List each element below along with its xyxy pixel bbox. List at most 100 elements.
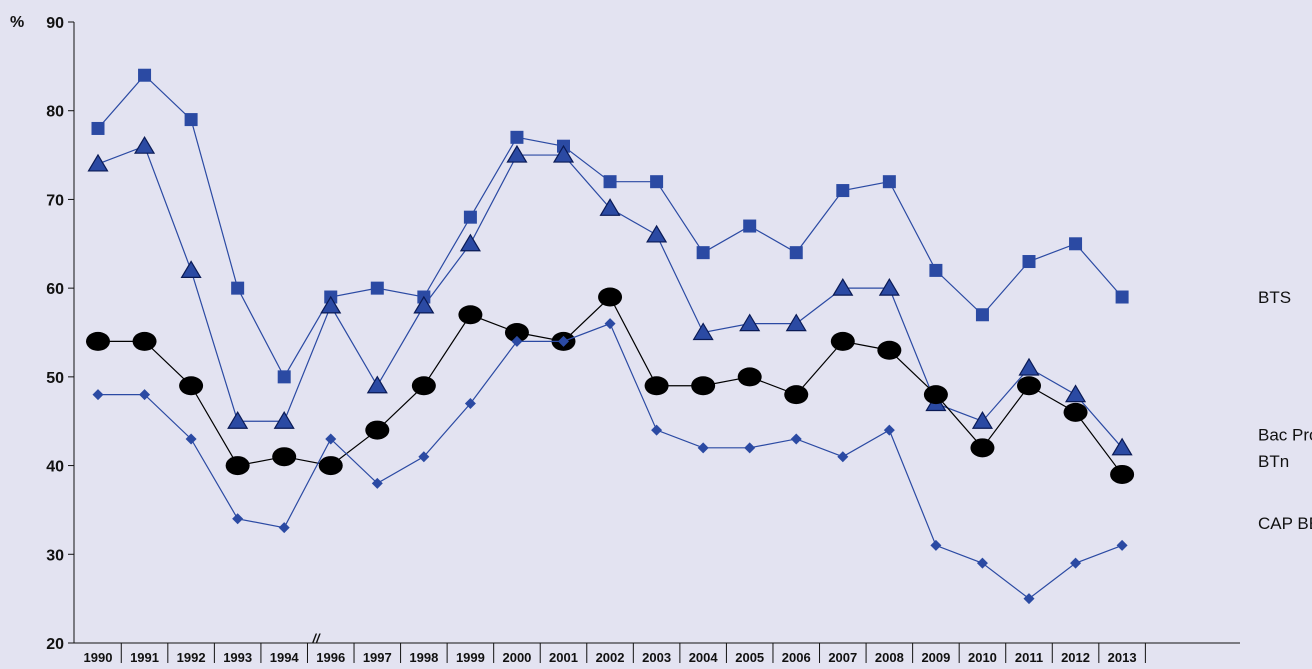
- point-cap-bep: [325, 433, 337, 445]
- x-tick-label: 2002: [596, 650, 625, 665]
- point-cap-bep: [278, 522, 290, 534]
- point-btn: [1063, 402, 1088, 422]
- point-bts: [277, 370, 291, 384]
- x-tick-label: 1998: [409, 650, 438, 665]
- point-btn: [830, 331, 855, 351]
- point-bac-pro: [413, 295, 435, 314]
- x-tick-label: 2006: [782, 650, 811, 665]
- series-bac-pro: Bac Pro: [87, 136, 1312, 456]
- point-bac-pro: [506, 144, 528, 163]
- point-bts: [975, 308, 989, 322]
- x-tick-label: 2011: [1015, 650, 1043, 665]
- point-cap-bep: [790, 433, 802, 445]
- point-bac-pro: [1064, 384, 1087, 403]
- y-tick-label: 60: [46, 281, 64, 298]
- point-cap-bep: [418, 451, 430, 463]
- point-bac-pro: [227, 411, 249, 429]
- y-tick-label: 90: [46, 15, 64, 32]
- point-btn: [272, 447, 297, 467]
- x-tick-label: 2001: [549, 650, 578, 665]
- x-tick-label: 1992: [177, 650, 206, 665]
- x-tick-label: 1997: [363, 650, 392, 665]
- series-line-cap-bep: [98, 322, 1123, 600]
- point-cap-bep: [976, 557, 988, 569]
- series-btn: BTn: [86, 287, 1289, 484]
- x-tick-label: 1999: [456, 650, 485, 665]
- x-tick-label: 2012: [1061, 650, 1090, 665]
- point-btn: [877, 340, 902, 360]
- point-bac-pro: [646, 224, 668, 243]
- point-bac-pro: [1018, 357, 1040, 376]
- point-cap-bep: [464, 397, 476, 409]
- series-label-btn: BTn: [1258, 452, 1289, 471]
- point-bts: [510, 130, 524, 144]
- y-ticks: 20 30 40 50 60 70 80 90: [46, 15, 74, 653]
- y-tick-label: 50: [46, 370, 64, 387]
- point-bac-pro: [739, 313, 761, 332]
- x-tick-label: 2005: [735, 650, 764, 665]
- point-cap-bep: [558, 335, 569, 347]
- y-axis-label: %: [10, 14, 24, 31]
- point-cap-bep: [744, 442, 756, 454]
- series-line-bts: [97, 74, 1123, 379]
- point-bts: [1022, 255, 1036, 269]
- x-tick-label: 2009: [921, 650, 950, 665]
- series-cap-bep: CAP BEP: [92, 318, 1312, 605]
- point-cap-bep: [883, 424, 895, 436]
- point-bac-pro: [692, 322, 714, 341]
- point-cap-bep: [185, 433, 197, 445]
- point-bts: [184, 113, 198, 127]
- point-btn: [225, 456, 250, 476]
- point-btn: [598, 287, 623, 307]
- point-cap-bep: [1070, 557, 1082, 569]
- point-bts: [138, 68, 152, 82]
- point-bac-pro: [320, 295, 342, 314]
- series-label-bts: BTS: [1258, 288, 1291, 307]
- y-tick-label: 30: [46, 547, 64, 564]
- y-tick-label: 70: [46, 192, 64, 209]
- x-tick-label: 2004: [689, 650, 719, 665]
- point-btn: [784, 385, 809, 405]
- point-cap-bep: [604, 318, 616, 330]
- point-btn: [970, 438, 995, 458]
- x-tick-label: 1991: [130, 650, 159, 665]
- point-bac-pro: [1111, 437, 1133, 456]
- series-layer: BTS Bac Pro BTn CAP BEP: [86, 68, 1312, 605]
- point-bac-pro: [133, 136, 156, 154]
- point-bac-pro: [180, 260, 202, 278]
- x-tick-label: 2003: [642, 650, 671, 665]
- point-cap-bep: [92, 389, 104, 401]
- point-cap-bep: [371, 477, 383, 489]
- point-btn: [411, 376, 436, 396]
- point-btn: [318, 456, 343, 476]
- point-bac-pro: [878, 277, 900, 296]
- point-bac-pro: [971, 411, 994, 429]
- point-bts: [650, 175, 664, 189]
- series-label-bac-pro: Bac Pro: [1258, 426, 1312, 445]
- point-cap-bep: [232, 513, 244, 525]
- x-tick-label: 2007: [828, 650, 857, 665]
- point-bac-pro: [366, 375, 388, 394]
- point-bac-pro: [552, 144, 575, 163]
- point-bts: [836, 184, 850, 198]
- y-tick-label: 80: [46, 104, 64, 121]
- point-bac-pro: [273, 411, 295, 429]
- x-tick-label: 1994: [270, 650, 300, 665]
- point-cap-bep: [930, 539, 942, 551]
- point-btn: [132, 331, 157, 351]
- axis-break-mark: //: [311, 631, 321, 646]
- point-btn: [504, 323, 529, 342]
- x-tick-label: 1993: [223, 650, 252, 665]
- point-btn: [179, 376, 204, 396]
- x-tick-label: 1990: [84, 650, 113, 665]
- point-cap-bep: [511, 335, 523, 347]
- x-tick-label: 2013: [1108, 650, 1137, 665]
- point-bac-pro: [459, 233, 481, 252]
- point-bts: [370, 281, 384, 295]
- point-btn: [86, 331, 110, 351]
- point-bts: [789, 246, 803, 260]
- point-cap-bep: [697, 442, 709, 454]
- point-bts: [929, 263, 943, 277]
- point-bts: [603, 175, 617, 189]
- y-tick-label: 20: [46, 636, 64, 653]
